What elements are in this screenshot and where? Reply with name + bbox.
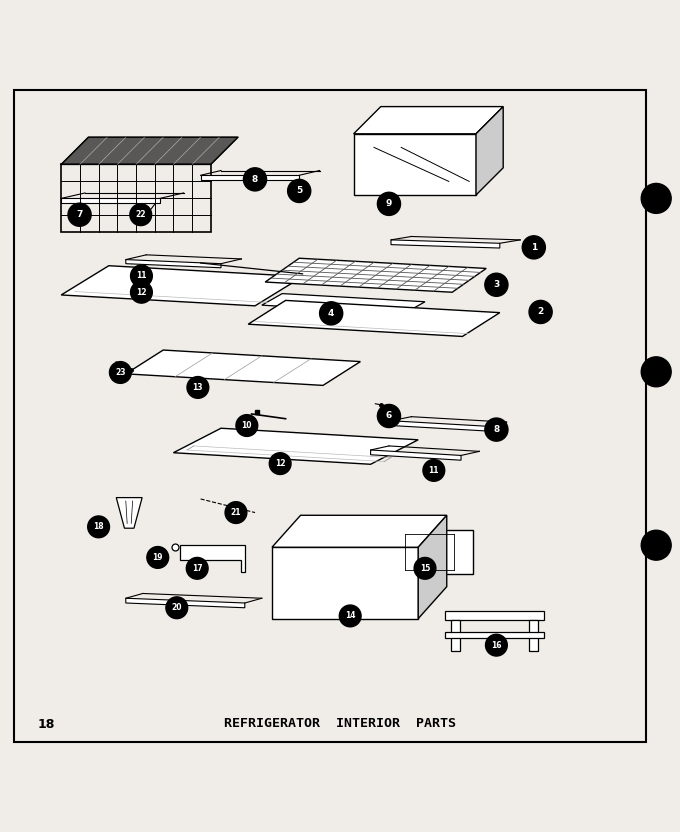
Text: 10: 10	[241, 421, 252, 430]
Text: 6: 6	[386, 412, 392, 420]
Text: 22: 22	[135, 210, 146, 219]
Polygon shape	[476, 106, 503, 195]
Circle shape	[377, 192, 401, 215]
Text: REFRIGERATOR  INTERIOR  PARTS: REFRIGERATOR INTERIOR PARTS	[224, 717, 456, 730]
Bar	[61, 165, 211, 232]
Circle shape	[88, 516, 109, 537]
Bar	[272, 547, 418, 619]
Bar	[529, 620, 538, 651]
Circle shape	[147, 547, 169, 568]
Polygon shape	[265, 258, 486, 292]
Circle shape	[423, 459, 445, 481]
Circle shape	[529, 300, 552, 324]
Polygon shape	[61, 265, 303, 306]
Text: 14: 14	[345, 612, 356, 621]
Circle shape	[486, 634, 507, 656]
Circle shape	[339, 605, 361, 626]
Polygon shape	[126, 350, 360, 385]
Text: 17: 17	[192, 564, 203, 572]
Polygon shape	[116, 498, 142, 528]
Text: 12: 12	[136, 288, 147, 297]
Text: 11: 11	[136, 271, 147, 280]
Polygon shape	[262, 294, 425, 314]
Circle shape	[130, 204, 152, 225]
Circle shape	[377, 404, 401, 428]
Text: 1: 1	[530, 243, 537, 252]
Circle shape	[641, 530, 671, 560]
Circle shape	[187, 377, 209, 399]
Text: 20: 20	[171, 603, 182, 612]
Polygon shape	[391, 421, 486, 431]
Circle shape	[641, 183, 671, 213]
Text: 19: 19	[152, 553, 163, 562]
Circle shape	[641, 357, 671, 387]
Text: 13: 13	[192, 383, 203, 392]
Circle shape	[522, 235, 545, 259]
Bar	[445, 612, 544, 620]
Circle shape	[68, 203, 91, 226]
Polygon shape	[61, 137, 238, 165]
Circle shape	[243, 168, 267, 191]
Text: 16: 16	[491, 641, 502, 650]
Text: 7: 7	[76, 210, 83, 219]
Polygon shape	[418, 515, 447, 619]
Circle shape	[288, 180, 311, 202]
Text: 23: 23	[115, 368, 126, 377]
Text: 11: 11	[428, 466, 439, 475]
Circle shape	[225, 502, 247, 523]
Circle shape	[109, 362, 131, 384]
Circle shape	[236, 414, 258, 437]
Circle shape	[414, 557, 436, 579]
Text: 8: 8	[493, 425, 500, 434]
Text: 4: 4	[328, 309, 335, 318]
Circle shape	[131, 281, 152, 303]
Polygon shape	[391, 240, 500, 248]
Text: 18: 18	[93, 522, 104, 532]
Circle shape	[186, 557, 208, 579]
Text: 3: 3	[493, 280, 500, 290]
Polygon shape	[354, 106, 503, 134]
Circle shape	[485, 273, 508, 296]
Circle shape	[485, 418, 508, 441]
Polygon shape	[248, 300, 500, 336]
Circle shape	[320, 302, 343, 324]
Polygon shape	[173, 428, 418, 464]
Text: 8: 8	[252, 175, 258, 184]
Text: 15: 15	[420, 564, 430, 572]
Bar	[445, 631, 544, 638]
Text: 5: 5	[296, 186, 303, 196]
Bar	[451, 620, 460, 651]
Polygon shape	[61, 198, 160, 203]
Circle shape	[131, 265, 152, 287]
Text: 9: 9	[386, 200, 392, 208]
Circle shape	[166, 597, 188, 619]
Bar	[354, 134, 476, 195]
Polygon shape	[386, 530, 473, 574]
Text: 18: 18	[37, 718, 55, 731]
Text: 2: 2	[537, 308, 544, 316]
Text: 21: 21	[231, 508, 241, 517]
Polygon shape	[180, 545, 245, 572]
Polygon shape	[126, 260, 221, 268]
Polygon shape	[371, 450, 461, 460]
Polygon shape	[126, 598, 245, 607]
Polygon shape	[201, 176, 299, 180]
Polygon shape	[272, 515, 447, 547]
Text: 12: 12	[275, 459, 286, 468]
Circle shape	[269, 453, 291, 474]
